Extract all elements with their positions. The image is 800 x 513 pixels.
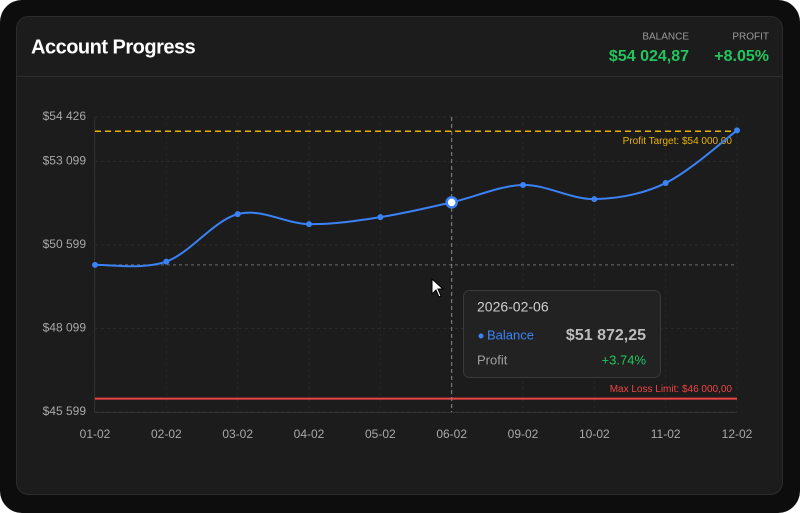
- cursor: [431, 277, 445, 298]
- y-tick-label: $45 599: [43, 404, 87, 418]
- point: [92, 261, 98, 268]
- y-tick-label: $50 599: [43, 237, 87, 251]
- x-tick-label: 03-02: [222, 427, 253, 441]
- x-tick-label: 06-02: [436, 427, 467, 441]
- stat-value: $54 024,87: [609, 48, 689, 65]
- x-tick-label: 04-02: [294, 427, 325, 441]
- y-tick-label: $53 099: [43, 154, 87, 168]
- tooltip-profit: +3.74%: [602, 352, 647, 367]
- x-tick-label: 12-02: [722, 427, 753, 441]
- x-tick-label: 09-02: [508, 427, 539, 441]
- tooltip-series: Balance: [487, 327, 534, 342]
- stat-label: BALANCE: [642, 32, 689, 43]
- point: [662, 180, 669, 187]
- tooltip: 2026-02-06 Balance $51 872,25 Profit +3.…: [463, 290, 661, 378]
- point: [163, 258, 170, 265]
- stat-value: +8.05%: [714, 48, 769, 65]
- point: [234, 211, 241, 218]
- card: [16, 16, 783, 495]
- reference-label: Max Loss Limit: $46 000,00: [610, 384, 733, 395]
- point: [591, 196, 598, 203]
- point: [377, 214, 384, 221]
- point: [306, 221, 312, 228]
- x-tick-label: 02-02: [151, 427, 182, 441]
- stat-label: PROFIT: [732, 32, 769, 43]
- x-tick-label: 01-02: [80, 427, 111, 441]
- y-tick-label: $48 099: [43, 321, 87, 335]
- reference-label: Profit Target: $54 000,00: [623, 136, 733, 147]
- series-line: [94, 129, 738, 268]
- active-point: [445, 196, 458, 209]
- x-tick-label: 05-02: [365, 427, 396, 441]
- x-tick-label: 10-02: [579, 427, 610, 441]
- tooltip-box: [463, 290, 661, 378]
- plot: $45 599 $48 099 $50 599 $53 099 $54 426 01-02…: [43, 109, 753, 441]
- y-tick-label: $54 426: [43, 109, 87, 123]
- x-tick-label: 11-02: [651, 427, 681, 441]
- tooltip-profit-label: Profit: [477, 352, 508, 367]
- tooltip-dot: [478, 333, 484, 339]
- point: [520, 182, 526, 189]
- point: [734, 127, 740, 134]
- tooltip-date: 2026-02-06: [477, 299, 549, 315]
- tooltip-value: $51 872,25: [566, 327, 646, 344]
- title: Account Progress: [31, 36, 196, 58]
